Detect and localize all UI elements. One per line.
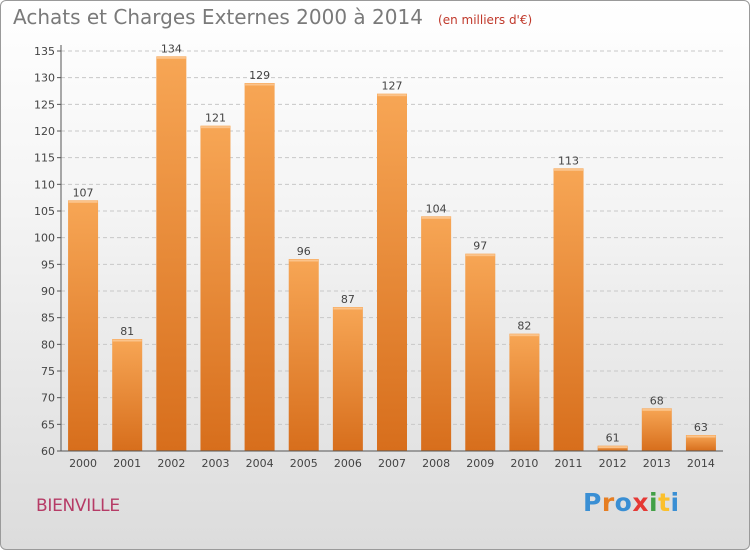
logo-letter: o xyxy=(614,488,633,517)
bar xyxy=(465,253,496,451)
chart-unit: (en milliers d'€) xyxy=(438,13,533,27)
bar xyxy=(244,83,275,451)
y-tick-label: 85 xyxy=(41,312,55,325)
logo-letter: t xyxy=(658,488,671,517)
data-label: 113 xyxy=(558,154,579,167)
logo-letter: x xyxy=(632,488,649,517)
bar-highlight xyxy=(200,126,230,129)
y-tick-label: 75 xyxy=(41,365,55,378)
x-tick-label: 2001 xyxy=(113,457,141,470)
y-tick-label: 95 xyxy=(41,258,55,271)
bar xyxy=(553,168,584,452)
y-axis-ticks: 60 65 70 75 80 85 90 95 100 105 110 115 120 125 130 135 xyxy=(34,45,61,458)
y-tick-label: 70 xyxy=(41,392,55,405)
data-label: 134 xyxy=(161,42,182,55)
y-tick-label: 130 xyxy=(34,72,55,85)
bar-highlight xyxy=(333,307,363,310)
x-tick-label: 2002 xyxy=(157,457,185,470)
y-tick-label: 120 xyxy=(34,125,55,138)
x-tick-label: 2000 xyxy=(69,457,97,470)
proxiti-logo: Proxiti xyxy=(583,488,680,517)
bar xyxy=(509,333,540,451)
data-label: 129 xyxy=(249,69,270,82)
x-tick-label: 2008 xyxy=(422,457,450,470)
x-tick-label: 2012 xyxy=(599,457,627,470)
data-label: 61 xyxy=(606,432,620,445)
bar-highlight xyxy=(68,200,98,203)
bar-highlight xyxy=(421,216,451,219)
bar-highlight xyxy=(377,94,407,97)
bar xyxy=(332,307,363,451)
x-tick-label: 2004 xyxy=(246,457,274,470)
y-tick-label: 80 xyxy=(41,338,55,351)
x-tick-label: 2006 xyxy=(334,457,362,470)
y-tick-label: 110 xyxy=(34,178,55,191)
x-tick-label: 2009 xyxy=(466,457,494,470)
x-tick-label: 2005 xyxy=(290,457,318,470)
bar-highlight xyxy=(112,339,142,342)
x-tick-label: 2014 xyxy=(687,457,715,470)
data-label: 127 xyxy=(382,80,403,93)
x-tick-label: 2003 xyxy=(201,457,229,470)
bar-highlight xyxy=(156,56,186,59)
x-tick-label: 2007 xyxy=(378,457,406,470)
bar-highlight xyxy=(642,408,672,411)
data-label: 104 xyxy=(426,202,447,215)
bar-highlight xyxy=(554,168,584,171)
x-tick-label: 2010 xyxy=(510,457,538,470)
x-tick-label: 2011 xyxy=(555,457,583,470)
bar xyxy=(641,408,672,451)
data-label: 68 xyxy=(650,394,664,407)
bar xyxy=(200,125,231,452)
axes xyxy=(60,45,723,452)
data-labels: 107 81 134 121 129 96 87 127 104 97 82 113 61 68 63 xyxy=(73,42,708,444)
title-row: Achats et Charges Externes 2000 à 2014 (… xyxy=(13,5,532,35)
bar xyxy=(288,259,319,451)
logo-letter: r xyxy=(601,488,615,517)
bar xyxy=(597,445,628,451)
bar-highlight xyxy=(465,254,495,257)
data-label: 97 xyxy=(473,240,487,253)
y-tick-label: 135 xyxy=(34,45,55,58)
data-label: 82 xyxy=(517,320,531,333)
bar-highlight xyxy=(509,334,539,337)
data-label: 63 xyxy=(694,421,708,434)
data-label: 81 xyxy=(120,325,134,338)
y-tick-label: 100 xyxy=(34,232,55,245)
place-name: BIENVILLE xyxy=(36,496,120,516)
x-axis-ticks: 2000 2001 2002 2003 2004 2005 2006 2007 2008 2009… xyxy=(69,457,715,470)
logo-letter: P xyxy=(583,488,602,517)
data-label: 87 xyxy=(341,293,355,306)
bar xyxy=(377,93,407,452)
bar-highlight xyxy=(598,446,628,449)
bar xyxy=(421,216,452,451)
data-label: 107 xyxy=(73,186,94,199)
bar-highlight xyxy=(289,259,319,262)
bar xyxy=(112,339,143,451)
chart-title: Achats et Charges Externes 2000 à 2014 xyxy=(13,5,423,29)
y-tick-label: 115 xyxy=(34,152,55,165)
logo-letter: i xyxy=(670,488,680,517)
y-tick-label: 125 xyxy=(34,98,55,111)
y-tick-label: 105 xyxy=(34,205,55,218)
y-tick-label: 60 xyxy=(41,445,55,458)
y-tick-label: 90 xyxy=(41,285,55,298)
bar xyxy=(685,435,716,451)
data-label: 121 xyxy=(205,112,226,125)
bar xyxy=(68,200,99,451)
bar-highlight xyxy=(245,83,275,86)
data-label: 96 xyxy=(297,245,311,258)
y-tick-label: 65 xyxy=(41,418,55,431)
bar-highlight xyxy=(686,435,716,438)
logo-letter: i xyxy=(649,488,659,517)
x-tick-label: 2013 xyxy=(643,457,671,470)
bars xyxy=(68,56,716,452)
bar xyxy=(156,56,187,451)
